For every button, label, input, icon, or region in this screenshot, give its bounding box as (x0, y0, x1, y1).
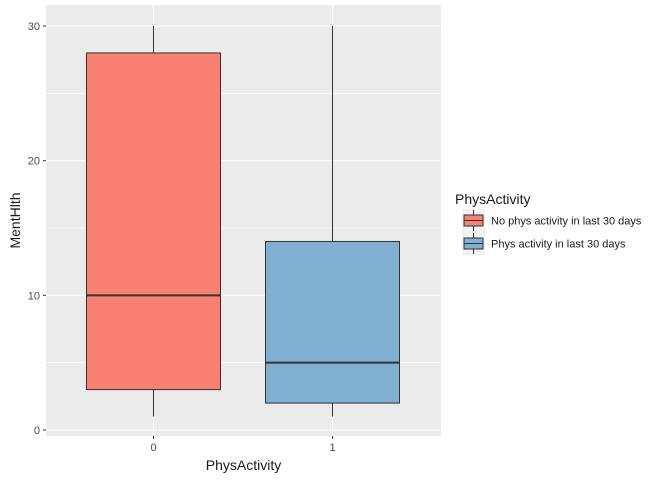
y-tick-label: 20 (28, 156, 40, 168)
y-tick-label: 0 (34, 425, 40, 437)
box-0 (86, 26, 221, 417)
box-body (86, 52, 221, 391)
legend: PhysActivity No phys activity in last 30… (455, 191, 642, 255)
y-axis: 0 10 20 30 (28, 21, 46, 437)
x-tick-label: 1 (329, 442, 335, 454)
box-body (265, 240, 400, 404)
y-axis-title: MentHlth (7, 192, 23, 248)
x-tick-label: 0 (150, 442, 156, 454)
legend-title: PhysActivity (455, 191, 530, 207)
x-axis-title: PhysActivity (206, 457, 281, 473)
legend-entry: Phys activity in last 30 days (462, 232, 626, 255)
legend-label: No phys activity in last 30 days (491, 216, 642, 228)
legend-entry: No phys activity in last 30 days (462, 209, 642, 232)
y-tick-label: 10 (28, 290, 40, 302)
box-1 (265, 26, 400, 417)
legend-label: Phys activity in last 30 days (491, 239, 626, 251)
boxes-layer (86, 26, 400, 417)
y-tick-label: 30 (28, 21, 40, 33)
